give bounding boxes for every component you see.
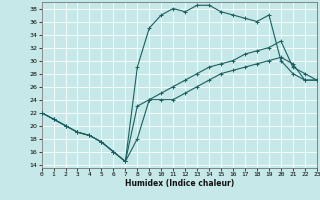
X-axis label: Humidex (Indice chaleur): Humidex (Indice chaleur) bbox=[124, 179, 234, 188]
